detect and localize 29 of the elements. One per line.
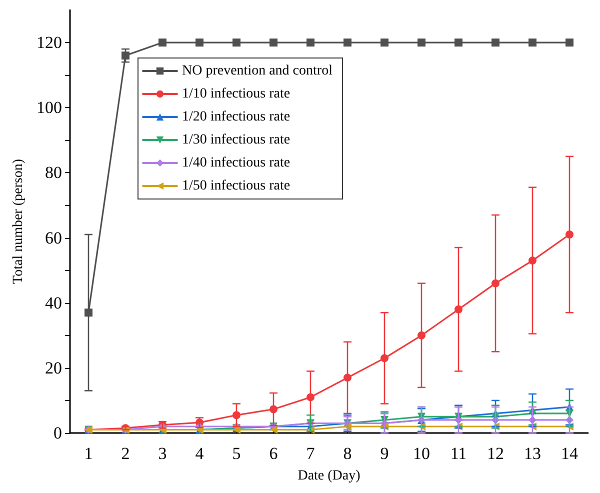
y-tick-label: 120 bbox=[36, 33, 62, 52]
y-tick-label: 40 bbox=[45, 293, 62, 312]
x-tick-label: 12 bbox=[487, 444, 504, 463]
x-tick-label: 2 bbox=[121, 444, 130, 463]
x-tick-label: 9 bbox=[380, 444, 389, 463]
legend-label: 1/40 infectious rate bbox=[182, 156, 290, 170]
x-tick-label: 6 bbox=[269, 444, 278, 463]
x-axis-title: Date (Day) bbox=[298, 468, 361, 484]
x-tick-label: 14 bbox=[561, 444, 578, 463]
x-tick-label: 4 bbox=[195, 444, 204, 463]
x-tick-label: 10 bbox=[413, 444, 430, 463]
legend-label: 1/10 infectious rate bbox=[182, 86, 290, 102]
legend-label: 1/50 infectious rate bbox=[182, 178, 290, 194]
x-tick-label: 7 bbox=[306, 444, 316, 463]
legend-label: 1/20 infectious rate bbox=[182, 110, 290, 124]
x-tick-label: 1 bbox=[84, 444, 93, 463]
y-tick-label: 0 bbox=[54, 424, 62, 442]
x-tick-label: 13 bbox=[524, 444, 541, 463]
y-tick-label: 100 bbox=[36, 98, 62, 118]
x-tick-label: 3 bbox=[158, 444, 167, 463]
x-tick-label: 8 bbox=[343, 444, 352, 463]
legend-label: NO prevention and control bbox=[182, 64, 333, 78]
x-tick-label: 5 bbox=[232, 444, 241, 463]
y-tick-label: 60 bbox=[45, 228, 62, 248]
y-tick-label: 20 bbox=[45, 358, 62, 378]
x-tick-label: 11 bbox=[450, 444, 467, 463]
y-tick-label: 80 bbox=[45, 163, 62, 182]
legend-label: 1/30 infectious rate bbox=[182, 132, 290, 148]
y-axis-title: Total number (person) bbox=[11, 158, 26, 284]
